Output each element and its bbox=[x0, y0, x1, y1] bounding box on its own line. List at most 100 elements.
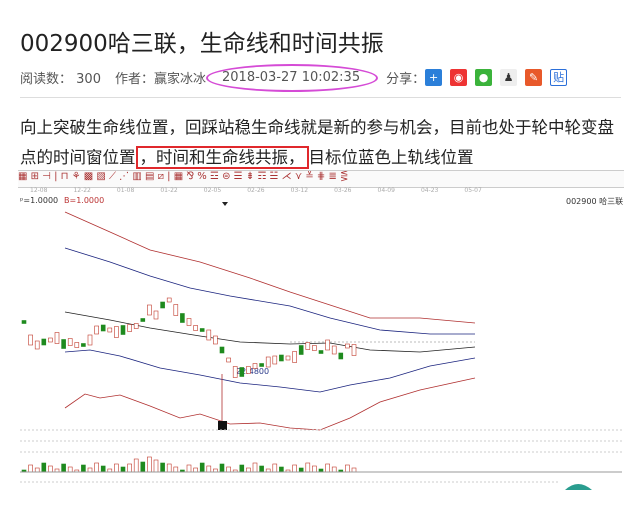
candle bbox=[74, 342, 80, 348]
candle bbox=[252, 363, 258, 369]
candle bbox=[54, 332, 60, 344]
candle bbox=[67, 338, 73, 346]
candle bbox=[345, 343, 350, 349]
volume-bar bbox=[173, 466, 179, 473]
volume-bar bbox=[34, 467, 40, 473]
volume-bar bbox=[87, 467, 93, 473]
candle bbox=[81, 343, 86, 347]
volume-bar bbox=[219, 463, 225, 473]
volume-bar bbox=[120, 466, 126, 473]
candle bbox=[285, 355, 291, 361]
candle bbox=[226, 357, 231, 363]
publish-datetime: 2018-03-27 10:02:35 bbox=[206, 64, 379, 92]
volume-bar bbox=[206, 465, 212, 473]
volume-bar bbox=[127, 463, 132, 473]
tieba-icon[interactable]: 贴 bbox=[550, 69, 568, 86]
volume-bar bbox=[239, 464, 245, 473]
volume-bar bbox=[331, 466, 337, 473]
lower-inner-band bbox=[64, 349, 476, 393]
volume-bar bbox=[298, 467, 304, 473]
article-body: 向上突破生命线位置，回踩站稳生命线就是新的参与机会，目前也处于轮中轮变盘点的时间… bbox=[20, 118, 614, 169]
candle bbox=[28, 334, 33, 346]
volume-bars bbox=[21, 456, 357, 473]
candle bbox=[127, 324, 132, 332]
volume-bar bbox=[351, 467, 357, 473]
candle bbox=[312, 345, 317, 351]
candle bbox=[186, 318, 192, 326]
volume-bar bbox=[94, 462, 99, 473]
candle bbox=[153, 310, 159, 320]
price-candles bbox=[21, 297, 357, 378]
highlight-box: ，时间和生命线共振， bbox=[135, 146, 309, 169]
article-title: 002900哈三联，生命线和时间共振 bbox=[20, 31, 384, 57]
volume-bar bbox=[67, 466, 73, 473]
volume-bar bbox=[133, 458, 139, 473]
plus-icon[interactable]: + bbox=[425, 69, 443, 86]
candle bbox=[34, 340, 40, 350]
candle bbox=[140, 318, 146, 322]
read-count: 阅读数： 300 bbox=[20, 72, 101, 87]
watermark-logo bbox=[565, 484, 592, 490]
candle bbox=[133, 323, 139, 329]
candle bbox=[61, 339, 66, 349]
divider bbox=[20, 97, 621, 98]
volume-bar bbox=[48, 465, 53, 473]
date-axis: 12-08 12-22 01-08 01-22 02-05 02-26 03-12 03-26… bbox=[30, 187, 482, 194]
volume-bar bbox=[28, 464, 33, 473]
candle bbox=[272, 355, 278, 365]
candle bbox=[87, 334, 93, 346]
volume-bar bbox=[100, 465, 106, 473]
middle-line bbox=[64, 311, 476, 353]
volume-bar bbox=[199, 462, 205, 473]
candle bbox=[180, 313, 185, 323]
candle bbox=[160, 301, 165, 309]
lower-outer-band bbox=[64, 377, 476, 431]
candle bbox=[318, 350, 324, 354]
qq-icon[interactable]: ♟ bbox=[500, 69, 518, 86]
candle bbox=[305, 342, 311, 350]
candle bbox=[338, 352, 344, 360]
share-label: 分享： bbox=[386, 72, 426, 87]
volume-bar bbox=[259, 465, 264, 473]
volume-bar bbox=[140, 461, 146, 473]
wechat-icon[interactable]: ● bbox=[475, 69, 493, 86]
tencent-weibo-icon[interactable]: ✎ bbox=[525, 69, 543, 86]
article-meta: 阅读数： 300 作者：赢家冰冰 2018-03-27 10:02:35 分享：… bbox=[20, 64, 568, 92]
indicator-label-2: B=1.0000 bbox=[64, 196, 105, 205]
candle bbox=[107, 327, 113, 333]
stock-label: 002900 哈三联 bbox=[566, 197, 624, 206]
candle bbox=[193, 325, 198, 331]
candle bbox=[331, 345, 337, 355]
candle bbox=[292, 351, 297, 363]
volume-bar bbox=[193, 467, 198, 473]
volume-bar bbox=[292, 464, 297, 473]
candle bbox=[219, 346, 225, 354]
volume-bar bbox=[160, 462, 165, 473]
candle bbox=[147, 304, 152, 316]
indicator-label: ᵖ=1.0000 bbox=[20, 196, 59, 205]
candle bbox=[325, 339, 330, 351]
candle bbox=[41, 338, 47, 346]
volume-bar bbox=[41, 462, 47, 473]
volume-bar bbox=[114, 463, 119, 473]
volume-bar bbox=[61, 463, 66, 473]
volume-bar bbox=[226, 466, 231, 473]
volume-bar bbox=[246, 467, 251, 473]
weibo-icon[interactable]: ◉ bbox=[450, 69, 468, 86]
candle bbox=[206, 329, 212, 341]
volume-bar bbox=[147, 456, 152, 473]
upper-outer-band bbox=[64, 211, 476, 324]
candle bbox=[265, 356, 271, 368]
volume-bar bbox=[345, 464, 350, 473]
candle bbox=[232, 366, 238, 378]
candle bbox=[298, 345, 304, 355]
candle bbox=[213, 335, 218, 345]
volume-bar bbox=[305, 462, 311, 473]
volume-bar bbox=[312, 465, 317, 473]
candle bbox=[173, 304, 179, 316]
volume-bar bbox=[166, 463, 172, 473]
candle bbox=[48, 337, 53, 343]
volume-bar bbox=[279, 466, 284, 473]
author: 作者：赢家冰冰 bbox=[114, 72, 207, 87]
